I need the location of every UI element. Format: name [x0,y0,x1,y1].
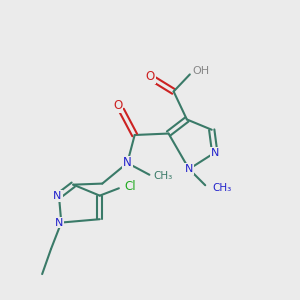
Text: O: O [113,99,122,112]
Text: CH₃: CH₃ [153,171,172,181]
Text: N: N [123,157,132,169]
Text: OH: OH [193,66,210,76]
Text: N: N [211,148,219,158]
Text: N: N [53,190,62,201]
Text: CH₃: CH₃ [213,183,232,193]
Text: Cl: Cl [124,180,136,193]
Text: O: O [146,70,155,83]
Text: N: N [55,218,63,228]
Text: N: N [185,164,193,174]
